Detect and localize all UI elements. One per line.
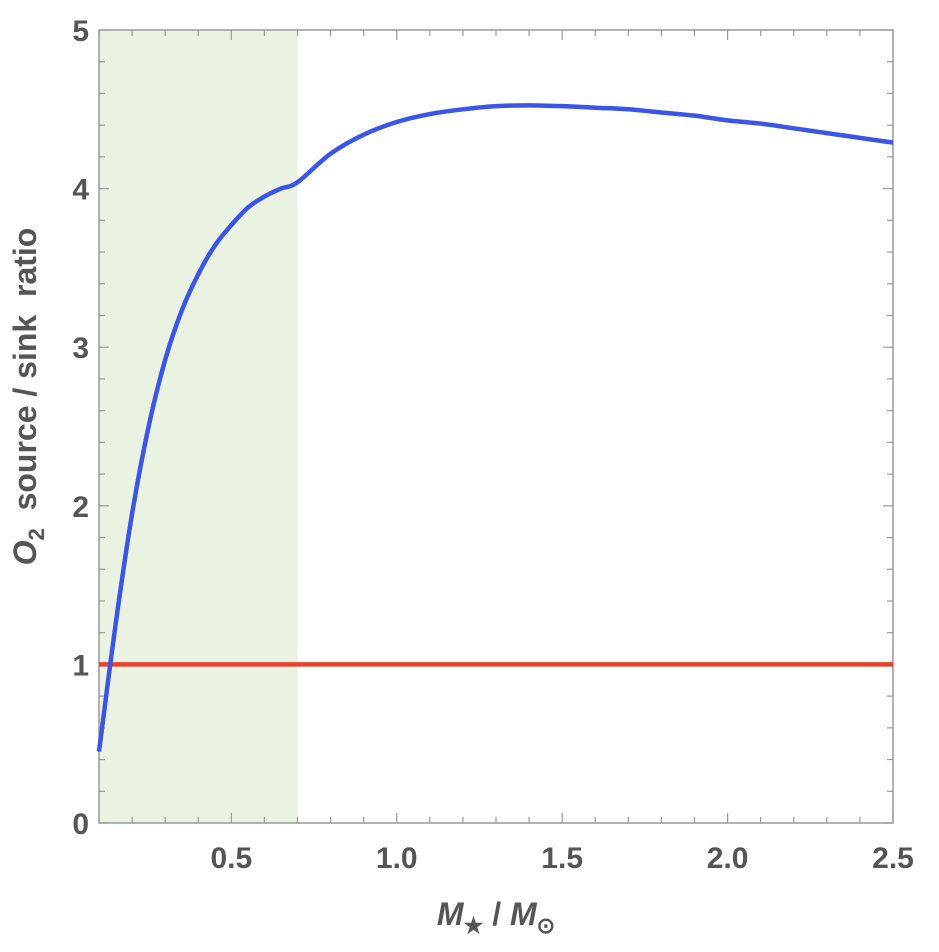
y-tick-label: 1 (72, 649, 89, 682)
x-tick-label: 2.5 (872, 842, 914, 875)
y-tick-label: 3 (72, 332, 89, 365)
y-axis-label: O2 source / sink ratio (7, 228, 49, 566)
shaded-region (99, 30, 298, 823)
x-tick-label: 0.5 (210, 842, 252, 875)
y-tick-label: 0 (72, 808, 89, 841)
series-line-ratio (96, 103, 894, 752)
x-tick-label: 1.5 (541, 842, 583, 875)
y-tick-label: 4 (72, 174, 89, 207)
y-tick-label: 5 (72, 15, 89, 48)
x-axis-label: M★ / M⊙ (437, 896, 555, 938)
y-tick-label: 2 (72, 491, 89, 524)
series-lines (96, 103, 894, 752)
x-tick-label: 2.0 (707, 842, 749, 875)
x-tick-label: 1.0 (376, 842, 418, 875)
tick-labels: 0.5 1.0 1.5 2.0 2.5 0 1 2 3 4 5 (72, 15, 914, 875)
